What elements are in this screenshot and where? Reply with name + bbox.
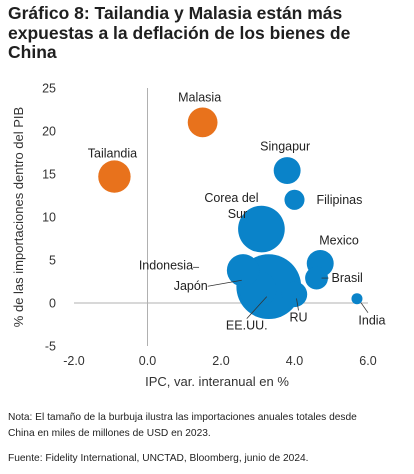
note-line-2: China en miles de millones de USD en 202… (8, 427, 211, 439)
bubble-india (351, 293, 363, 305)
bubble-label-tailandia: Tailandia (88, 147, 137, 161)
bubble-label-filipinas: Filipinas (317, 193, 363, 207)
y-axis-label: % de las importaciones dentro del PIB (11, 107, 26, 327)
y-tick-label: 20 (42, 125, 56, 139)
bubble-label-india: India (358, 314, 385, 328)
x-tick-label: 0.0 (139, 354, 156, 368)
bubble-label-malasia: Malasia (178, 90, 221, 104)
tick-labels: -5 0 5 10 15 20 25 -2.0 0.0 2.0 4.0 6.0 (42, 82, 377, 369)
y-tick-label: 15 (42, 168, 56, 182)
title-line-3: China (8, 42, 57, 62)
bubble-label-brasil: Brasil (332, 271, 363, 285)
y-tick-label: -5 (45, 340, 56, 354)
y-tick-label: 5 (49, 254, 56, 268)
bubble-corea-del-sur (238, 205, 285, 253)
bubble-singapur (273, 157, 301, 185)
x-tick-label: 4.0 (286, 354, 303, 368)
leader-line (360, 302, 369, 313)
x-tick-label: -2.0 (63, 354, 85, 368)
bubble-tailandia (98, 160, 131, 193)
axes (74, 88, 368, 346)
bubble-label-indonesia: Indonesia (139, 258, 193, 272)
bubble-label-mexico: Mexico (319, 233, 359, 247)
x-tick-label: 6.0 (359, 354, 376, 368)
leader-line (296, 298, 299, 311)
bubble-ru (281, 281, 308, 308)
bubble-label-singapur: Singapur (260, 140, 310, 154)
bubbles (98, 107, 363, 320)
y-tick-label: 0 (49, 297, 56, 311)
bubble-label-ru: RU (289, 310, 307, 324)
bubble-indonesia (226, 254, 260, 287)
footnote: Nota: El tamaño de la burbuja ilustra la… (8, 410, 408, 441)
bubble-label-corea-del-sur: Corea del (204, 191, 258, 205)
leader-line (207, 279, 242, 287)
chart-title: Gráfico 8: Tailandia y Malasia están más… (8, 3, 406, 63)
title-line-2: expuestas a la deflación de los bienes d… (8, 22, 351, 43)
bubble-label-ee-uu: EE.UU. (226, 319, 268, 333)
bubble-label-jap-n: Japón (174, 279, 208, 293)
bubble-malasia (187, 107, 218, 138)
y-tick-label: 25 (42, 82, 56, 96)
x-axis-label: IPC, var. interanual en % (145, 374, 289, 389)
bubble-filipinas (284, 189, 305, 210)
note-line-1: Nota: El tamaño de la burbuja ilustra la… (8, 412, 357, 423)
bubble-label-corea-del-sur-line-2: Sur (228, 207, 247, 221)
source-note: Fuente: Fidelity International, UNCTAD, … (8, 453, 309, 464)
x-tick-label: 2.0 (212, 354, 229, 368)
y-tick-label: 10 (42, 211, 56, 225)
title-line-1: Gráfico 8: Tailandia y Malasia están más (8, 3, 343, 23)
leader-line (246, 296, 268, 319)
bubble-brasil (305, 266, 328, 290)
bubble-labels: Tailandia Malasia Singapur Filipinas Corea d… (88, 90, 386, 332)
